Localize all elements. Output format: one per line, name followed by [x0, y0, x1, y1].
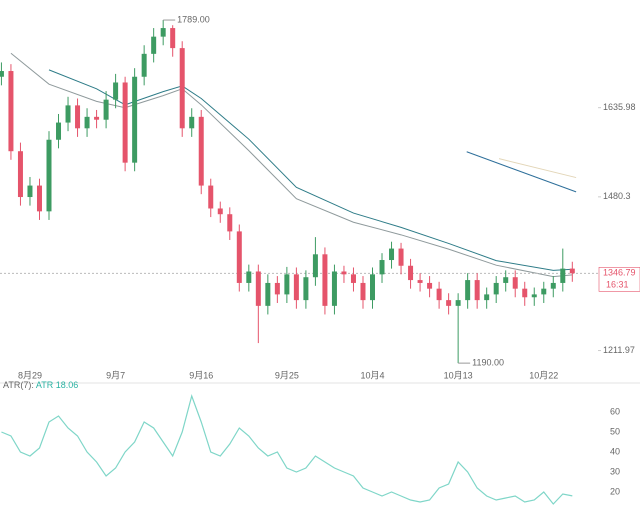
x-tick-label: 10月22: [529, 370, 558, 380]
atr-line: [1, 394, 573, 505]
candle-body: [541, 288, 547, 295]
candle-body: [370, 274, 376, 301]
countdown: 16:31: [606, 280, 629, 290]
candle-body: [493, 282, 499, 295]
candle-body: [36, 185, 42, 212]
candle-body: [189, 116, 195, 129]
candle-body: [379, 260, 385, 275]
candle-body: [56, 122, 62, 140]
atr-value: 18.06: [56, 380, 79, 390]
candle-body: [84, 116, 90, 129]
candle-body: [293, 274, 299, 301]
candle-body: [569, 268, 575, 274]
candle-body: [503, 277, 509, 283]
candle-body: [465, 280, 471, 301]
candle-body: [0, 71, 4, 77]
candle-body: [274, 282, 280, 295]
candle-body: [484, 294, 490, 301]
candle-body: [436, 288, 442, 301]
candle-body: [322, 254, 328, 306]
candle-body: [94, 116, 100, 120]
candle-body: [170, 28, 176, 49]
indicator-label: ATR(7):: [3, 380, 34, 390]
candle-body: [550, 282, 556, 289]
candle-body: [455, 300, 461, 306]
series-name: ATR: [36, 380, 54, 390]
candle-body: [560, 268, 566, 283]
y-tick-label: 1635.98: [603, 102, 636, 112]
candle-body: [113, 82, 119, 100]
candle-body: [303, 277, 309, 301]
candle-body: [341, 271, 347, 275]
candle-body: [417, 280, 423, 283]
candle-body: [65, 105, 71, 123]
moving-average: [466, 151, 577, 193]
candle-body: [46, 139, 52, 212]
candle-body: [217, 208, 223, 215]
candle-body: [331, 271, 337, 306]
candle-body: [265, 282, 271, 306]
x-tick-label: 10月13: [444, 370, 473, 380]
candle-body: [427, 282, 433, 289]
extreme-label: 1190.00: [472, 358, 504, 368]
candle-body: [160, 28, 166, 37]
candle-body: [27, 185, 33, 198]
price-badge: [598, 267, 640, 292]
x-tick-label: 10月4: [360, 370, 384, 380]
moving-average: [10, 52, 573, 278]
last-price-label: 1346.79: [603, 268, 636, 278]
y-tick-label: 20: [610, 486, 620, 496]
candle-body: [474, 280, 480, 301]
candle-body: [360, 282, 366, 301]
y-tick-label: 50: [610, 426, 620, 436]
candle-body: [236, 231, 242, 283]
candle-body: [389, 248, 395, 261]
candle-body: [17, 151, 23, 198]
y-tick-label: 40: [610, 446, 620, 456]
candle-body: [103, 99, 109, 120]
x-tick-label: 8月29: [18, 370, 42, 380]
candle-body: [132, 76, 138, 163]
candle-body: [522, 288, 528, 298]
candle-body: [408, 265, 414, 281]
x-tick-label: 9月25: [275, 370, 299, 380]
candle-body: [122, 82, 128, 163]
atr-legend: ATR(7): ATR 18.06: [3, 380, 78, 390]
candle-body: [531, 294, 537, 298]
candle-body: [284, 274, 290, 295]
candle-body: [198, 116, 204, 186]
candle-body: [208, 185, 214, 209]
y-tick-label: 30: [610, 466, 620, 476]
candle-body: [350, 274, 356, 283]
extreme-label: 1789.00: [177, 14, 210, 24]
candle-body: [151, 36, 157, 54]
candle-body: [255, 271, 261, 306]
candle-body: [512, 277, 518, 289]
candle-body: [246, 271, 252, 283]
candle-body: [312, 254, 318, 278]
candle-body: [179, 48, 185, 129]
candle-body: [446, 300, 452, 306]
x-tick-label: 9月16: [189, 370, 213, 380]
candle-body: [227, 214, 233, 232]
y-tick-label: 60: [610, 406, 620, 416]
candle-body: [75, 105, 81, 129]
x-tick-label: 9月7: [106, 370, 125, 380]
moving-average: [498, 158, 577, 179]
moving-average: [48, 69, 573, 271]
candle-body: [8, 71, 14, 152]
candle-body: [141, 53, 147, 77]
candle-body: [398, 248, 404, 266]
y-tick-label: 1480.3: [603, 191, 631, 201]
y-tick-label: 1211.97: [603, 345, 635, 355]
